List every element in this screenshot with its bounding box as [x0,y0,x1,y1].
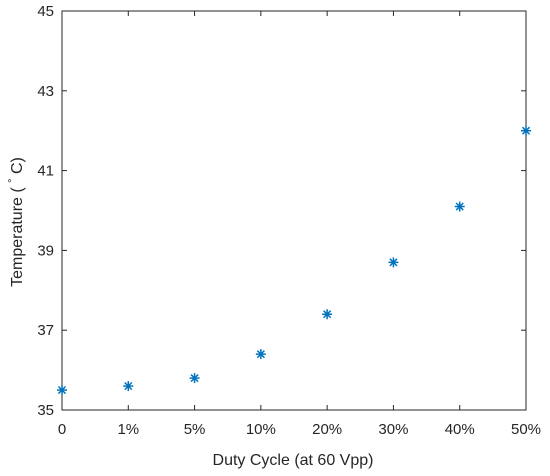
x-tick-label: 0 [58,421,66,438]
data-point [454,201,465,212]
data-point [521,125,531,136]
y-tick-label: 39 [37,242,54,259]
y-tick-label: 41 [37,163,54,180]
x-tick-label: 40% [445,421,475,438]
y-tick-label: 37 [37,322,54,339]
x-tick-label: 30% [378,421,408,438]
y-axis-label-degree: ° [7,178,19,182]
data-points [57,125,531,396]
y-tick-labels: 35 37 39 41 43 45 [37,3,54,419]
data-point [57,385,67,396]
x-tick-label: 5% [184,421,206,438]
x-tick-label: 20% [312,421,342,438]
y-tick-label: 45 [37,3,54,20]
y-tick-label: 35 [37,402,54,419]
y-axis-label-main: Temperature ( [9,187,26,287]
data-point [388,257,399,268]
x-axis-label: Duty Cycle (at 60 Vpp) [213,452,374,469]
data-point [123,381,134,392]
x-tick-label: 1% [117,421,139,438]
axis-ticks [61,10,527,411]
y-tick-label: 43 [37,83,54,100]
y-axis-label-unit: C) [9,157,26,174]
x-tick-labels: 0 1% 5% 10% 20% 30% 40% 50% [58,421,541,438]
data-point [189,373,200,384]
data-point [322,309,333,320]
x-tick-label: 10% [246,421,276,438]
data-point [255,349,266,360]
x-tick-label: 50% [511,421,541,438]
plot-frame [61,10,527,411]
y-axis-label: Temperature ( ° C) [7,157,26,287]
